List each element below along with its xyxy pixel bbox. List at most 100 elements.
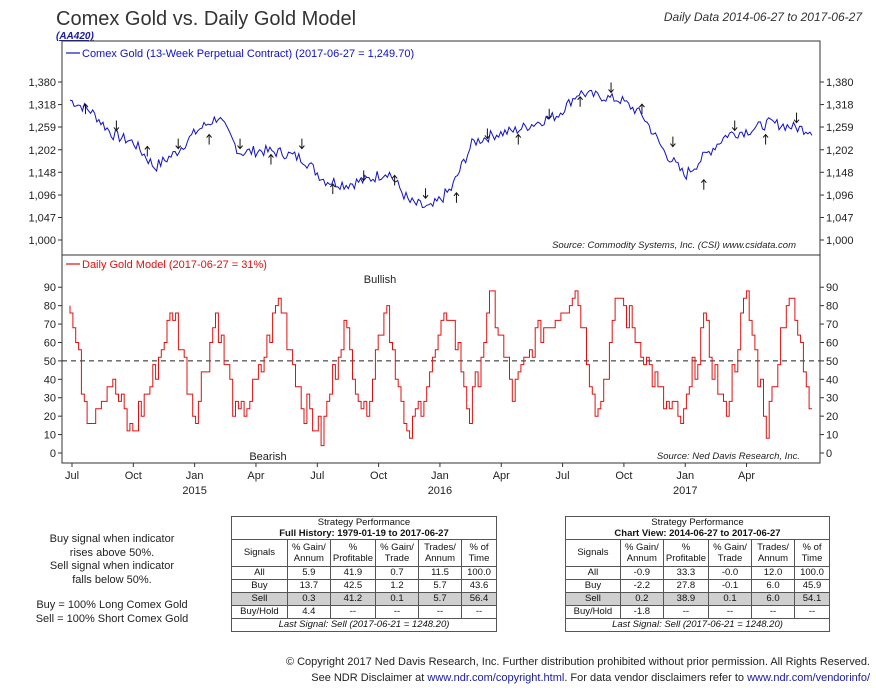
- model-tick-label: 80: [44, 301, 56, 313]
- signal-arrow-head: [762, 133, 769, 138]
- gold-tick-label: 1,259: [826, 122, 854, 134]
- x-tick-label: Jan: [186, 470, 204, 482]
- signal-arrow-head: [422, 194, 429, 200]
- bullish-label: Bullish: [364, 274, 396, 286]
- signal-notes: Buy signal when indicator rises above 50…: [22, 533, 202, 626]
- footer: © Copyright 2017 Ned Davis Research, Inc…: [286, 654, 870, 686]
- cell: 100.0: [461, 566, 497, 580]
- model-tick-label: 60: [826, 337, 838, 349]
- cell: 5.7: [418, 592, 462, 606]
- model-tick-label: 40: [826, 374, 838, 386]
- signal-arrow-head: [639, 103, 645, 108]
- gold-tick-label: 1,318: [28, 100, 56, 112]
- col-header: % Gain/ Trade: [375, 539, 419, 567]
- model-tick-label: 50: [44, 356, 56, 368]
- date-range: Daily Data 2014-06-27 to 2017-06-27: [663, 10, 862, 24]
- disclaimer: See NDR Disclaimer at www.ndr.com/copyri…: [286, 670, 870, 686]
- signal-arrow-head: [484, 135, 491, 140]
- model-tick-label: 20: [44, 411, 56, 423]
- signal-arrow-head: [453, 192, 460, 197]
- table-row: Buy 13.7 42.5 1.2 5.7 43.6: [231, 579, 497, 593]
- cell: -2.2: [619, 579, 664, 593]
- cell: -1.8: [619, 605, 664, 619]
- signal-arrow-head: [360, 177, 367, 182]
- col-header: % Gain/ Trade: [708, 539, 752, 567]
- signal-arrow-head: [793, 119, 800, 124]
- cell: 38.9: [662, 592, 710, 606]
- cell: Sell: [565, 592, 621, 606]
- note-line: Buy signal when indicator: [49, 533, 175, 545]
- disclaimer-text: . For data vendor disclaimers refer to: [564, 672, 748, 684]
- cell: --: [662, 605, 710, 619]
- x-tick-label: Jul: [310, 470, 324, 482]
- cell: 45.9: [794, 579, 830, 593]
- x-tick-label: Apr: [493, 470, 510, 482]
- last-signal: Last Signal: Sell (2017-06-21 = 1248.20): [231, 618, 497, 632]
- cell: --: [461, 605, 497, 619]
- cell: Buy/Hold: [231, 605, 288, 619]
- model-legend: Daily Gold Model (2017-06-27 = 31%): [82, 259, 267, 271]
- chart-frame: [61, 40, 821, 464]
- gold-tick-label: 1,259: [28, 122, 56, 134]
- signal-arrow-head: [144, 145, 151, 150]
- x-tick-label: Jul: [556, 470, 570, 482]
- gold-tick-label: 1,148: [826, 167, 854, 179]
- gold-tick-label: 1,047: [28, 212, 56, 224]
- signal-arrow-head: [391, 174, 398, 179]
- model-y-axis: 90 90 80 80 70 70 60 60 50 50 40 40 30 30 20 20 10 10 0 0: [44, 282, 839, 460]
- note-line: Sell = 100% Short Comex Gold: [35, 612, 189, 625]
- col-header: % Gain/ Annum: [619, 539, 664, 567]
- cell: 13.7: [286, 579, 331, 593]
- col-header: % Gain/ Annum: [286, 539, 331, 567]
- table-title: Strategy Performance Chart View: 2014-06-…: [565, 516, 830, 540]
- cell: 42.5: [329, 579, 377, 593]
- table-row: Sell 0.2 38.9 0.1 6.0 54.1: [565, 592, 830, 606]
- cell: 11.5: [418, 566, 462, 580]
- x-year-label: 2017: [673, 485, 697, 497]
- disclaimer-text: See NDR Disclaimer at: [311, 672, 428, 684]
- signal-arrows: [82, 82, 800, 203]
- signal-arrow-head: [268, 153, 274, 158]
- cell: 41.2: [329, 592, 377, 606]
- vendor-link[interactable]: www.ndr.com/vendorinfo/: [747, 672, 870, 684]
- gold-tick-label: 1,148: [28, 167, 56, 179]
- model-line: [69, 290, 812, 447]
- table-title: Strategy Performance Full History: 1979-0…: [231, 516, 497, 540]
- signal-arrow-head: [175, 145, 182, 150]
- cell: 5.9: [286, 566, 331, 580]
- model-tick-label: 10: [826, 430, 838, 442]
- model-tick-label: 0: [50, 448, 56, 460]
- cell: 5.7: [418, 579, 462, 593]
- col-header: % of Time: [794, 539, 830, 567]
- cell: -0.9: [619, 566, 664, 580]
- copyright-link[interactable]: www.ndr.com/copyright.html: [427, 672, 565, 684]
- last-signal: Last Signal: Sell (2017-06-21 = 1248.20): [565, 618, 830, 632]
- model-tick-label: 90: [826, 282, 838, 294]
- gold-tick-label: 1,202: [826, 145, 854, 157]
- cell: 0.2: [619, 592, 664, 606]
- cell: 1.2: [375, 579, 419, 593]
- cell: 41.9: [329, 566, 377, 580]
- x-tick-label: Oct: [370, 470, 387, 482]
- model-tick-label: 40: [44, 374, 56, 386]
- col-header: Trades/ Annum: [751, 539, 795, 567]
- model-source: Source: Ned Davis Research, Inc.: [657, 451, 800, 462]
- cell: 4.4: [286, 605, 331, 619]
- page-title: Comex Gold vs. Daily Gold Model: [56, 8, 357, 30]
- cell: Buy: [231, 579, 288, 593]
- signal-arrow-head: [731, 127, 738, 132]
- signal-arrow-head: [82, 103, 89, 108]
- chart-code[interactable]: (AA420): [56, 31, 94, 42]
- model-tick-label: 50: [826, 356, 838, 368]
- cell: 43.6: [461, 579, 497, 593]
- model-tick-label: 70: [826, 319, 838, 331]
- cell: All: [231, 566, 288, 580]
- cell: 6.0: [751, 579, 795, 593]
- gold-tick-label: 1,096: [28, 190, 56, 202]
- cell: 6.0: [751, 592, 795, 606]
- table-row: All -0.9 33.3 -0.0 12.0 100.0: [565, 566, 830, 580]
- signal-arrow-head: [298, 145, 305, 150]
- x-axis: Jul Oct Jan Apr Jul Oct Jan Apr Jul Oct Jan Apr 2015…: [65, 463, 755, 497]
- gold-y-axis: 1,380 1,380 1,318 1,318 1,259 1,259 1,202 1,202…: [28, 77, 853, 247]
- gold-tick-label: 1,380: [28, 77, 56, 89]
